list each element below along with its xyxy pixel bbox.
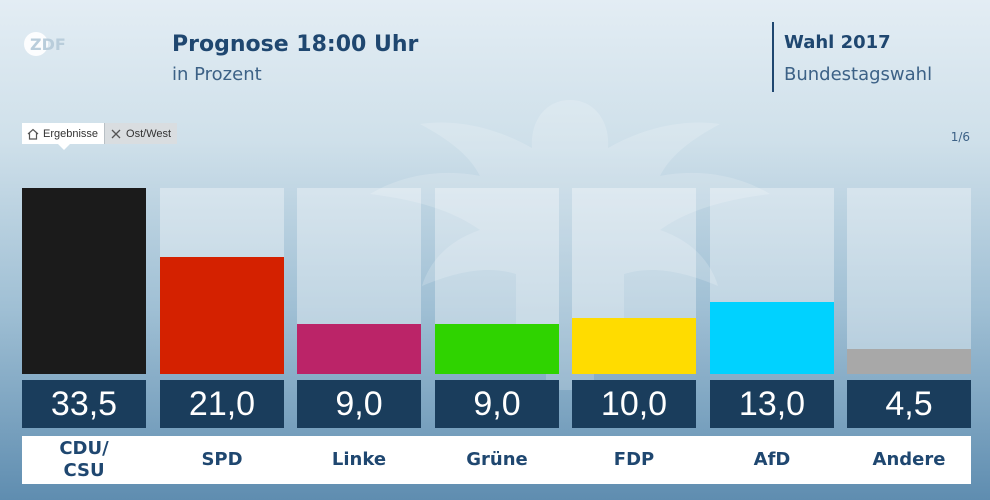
party-labels-strip <box>22 436 971 484</box>
tab-ergebnisse-label: Ergebnisse <box>43 127 99 140</box>
bar-cdu-csu <box>22 188 146 374</box>
bar-andere <box>847 349 971 374</box>
bar-grüne <box>435 324 559 374</box>
bar-track <box>847 188 971 374</box>
bar-track <box>572 188 696 374</box>
party-label-afd: AfD <box>753 449 791 470</box>
page-subtitle: in Prozent <box>172 64 262 85</box>
bar-value-label: 13,0 <box>710 380 834 428</box>
page-indicator: 1/6 <box>950 130 970 144</box>
bar-spd <box>160 257 284 374</box>
eagle-watermark <box>370 100 770 390</box>
logo-text: ZDF <box>30 35 66 54</box>
tab-ost-west[interactable]: Ost/West <box>104 123 178 144</box>
header-divider <box>772 22 774 92</box>
bar-value-label: 9,0 <box>297 380 421 428</box>
bar-value-label: 33,5 <box>22 380 146 428</box>
bar-value-label: 4,5 <box>847 380 971 428</box>
page-title: Prognose 18:00 Uhr <box>172 32 419 57</box>
bar-track <box>160 188 284 374</box>
bar-track <box>435 188 559 374</box>
party-label-fdp: FDP <box>613 449 655 470</box>
election-subtitle: Bundestagswahl <box>784 64 933 85</box>
party-label-cdu-csu: CDU/CSU <box>59 438 109 481</box>
bar-linke <box>297 324 421 374</box>
home-icon <box>27 128 39 140</box>
party-label-spd: SPD <box>201 449 243 470</box>
bar-track <box>297 188 421 374</box>
bar-value-label: 21,0 <box>160 380 284 428</box>
tab-ost-west-label: Ost/West <box>126 127 172 140</box>
tab-ergebnisse[interactable]: Ergebnisse <box>22 123 105 150</box>
party-label-grüne: Grüne <box>466 449 528 470</box>
bar-track <box>710 188 834 374</box>
bar-afd <box>710 302 834 374</box>
party-label-linke: Linke <box>331 449 387 470</box>
bar-fdp <box>572 318 696 374</box>
close-icon <box>111 129 121 138</box>
bar-value-label: 9,0 <box>435 380 559 428</box>
bar-value-label: 10,0 <box>572 380 696 428</box>
election-title: Wahl 2017 <box>784 32 891 53</box>
bar-track <box>22 188 146 374</box>
zdf-logo: ZDF <box>24 32 66 56</box>
view-tabs: Ergebnisse Ost/West <box>22 123 178 150</box>
party-label-andere: Andere <box>872 449 946 470</box>
